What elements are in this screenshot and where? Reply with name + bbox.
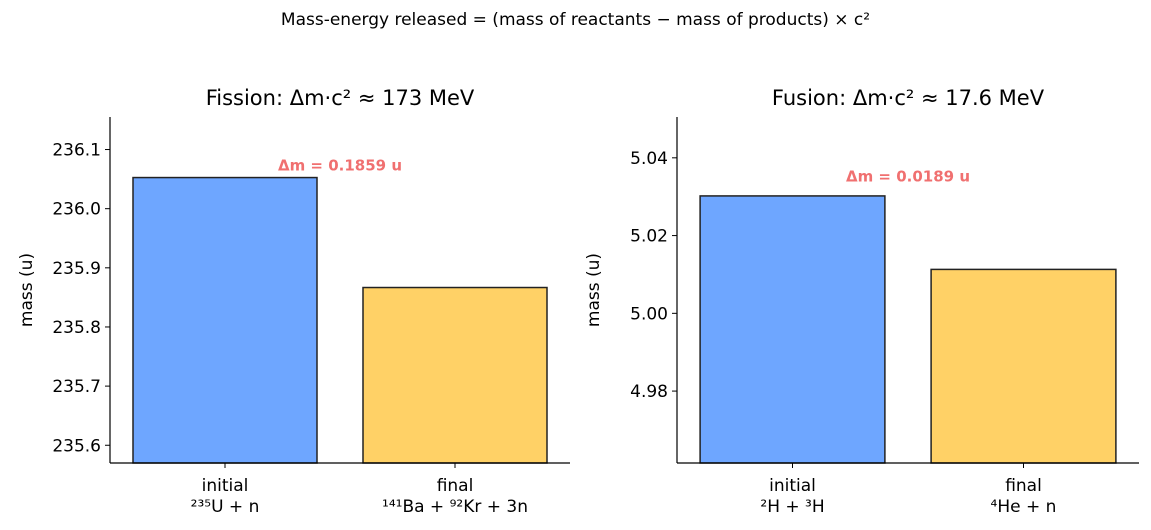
fission-ytick-label: 236.0 [52,200,101,220]
fission-ytick-label: 235.8 [52,318,101,338]
fission-bar-final [362,286,548,464]
fission-title: Fission: Δm·c² ≈ 173 MeV [206,86,475,110]
fission-subplot: initial ²³⁵U + n final ¹⁴¹Ba + ⁹²Kr + 3n 235… [17,86,570,517]
fusion-bar-initial [699,195,886,464]
fusion-xtick-label: final ⁴He + n [991,476,1057,517]
fission-ytick-label: 235.7 [52,377,101,397]
fission-delta-annotation: Δm = 0.1859 u [278,156,402,174]
fusion-ytick-label: 5.04 [630,149,668,169]
fission-ylabel: mass (u) [17,253,37,327]
fission-ytick-label: 235.6 [52,436,101,456]
fusion-subplot: initial ²H + ³H final ⁴He + n 4.98 5.00 5.02 5.… [584,86,1139,517]
fusion-xtick-label: initial ²H + ³H [760,476,824,517]
fission-bar-initial [132,176,318,464]
fusion-title: Fusion: Δm·c² ≈ 17.6 MeV [772,86,1045,110]
fusion-delta-annotation: Δm = 0.0189 u [846,167,970,185]
fusion-ytick-label: 4.98 [630,382,668,402]
fusion-ytick-label: 5.02 [630,227,668,247]
fission-ytick-label: 236.1 [52,141,101,161]
figure-suptitle: Mass-energy released = (mass of reactant… [280,10,871,30]
fission-ytick-label: 235.9 [52,259,101,279]
fusion-bar-final [930,268,1117,464]
fusion-ytick-label: 5.00 [630,304,668,324]
fusion-ylabel: mass (u) [584,253,604,327]
fission-xtick-label: final ¹⁴¹Ba + ⁹²Kr + 3n [382,476,528,517]
fission-xtick-label: initial ²³⁵U + n [191,476,260,517]
